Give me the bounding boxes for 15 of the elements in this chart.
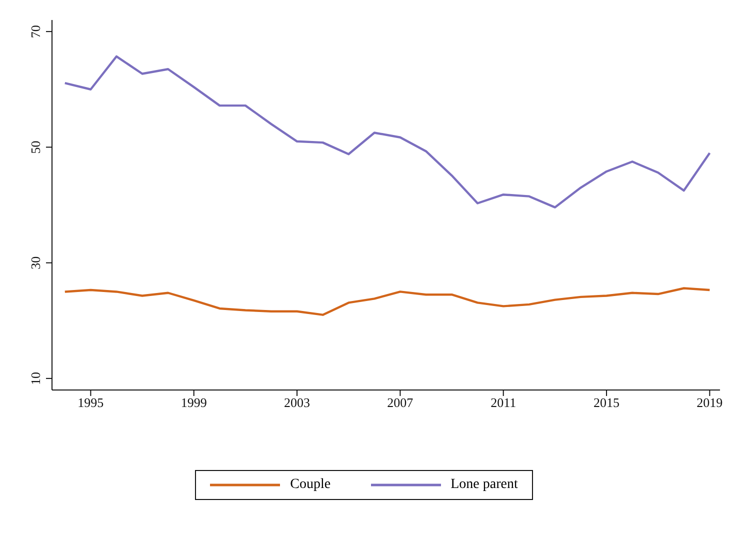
x-tick-label: 1995 [78, 395, 104, 410]
x-tick-label: 1999 [180, 395, 207, 410]
x-tick-label: 2007 [387, 395, 414, 410]
y-tick-label: 30 [28, 256, 43, 270]
line-series [64, 55, 711, 208]
y-tick-label: 50 [28, 140, 43, 154]
x-tick-label: 2003 [284, 395, 310, 410]
x-tick-label: 2019 [696, 395, 723, 410]
y-tick-label: 10 [28, 372, 43, 385]
legend-label: Couple [290, 477, 331, 493]
line-series [64, 287, 711, 316]
y-tick-label: 70 [28, 25, 43, 38]
legend-label: Lone parent [450, 477, 518, 493]
x-tick-label: 2015 [594, 395, 620, 410]
x-tick-label: 2011 [490, 395, 516, 410]
